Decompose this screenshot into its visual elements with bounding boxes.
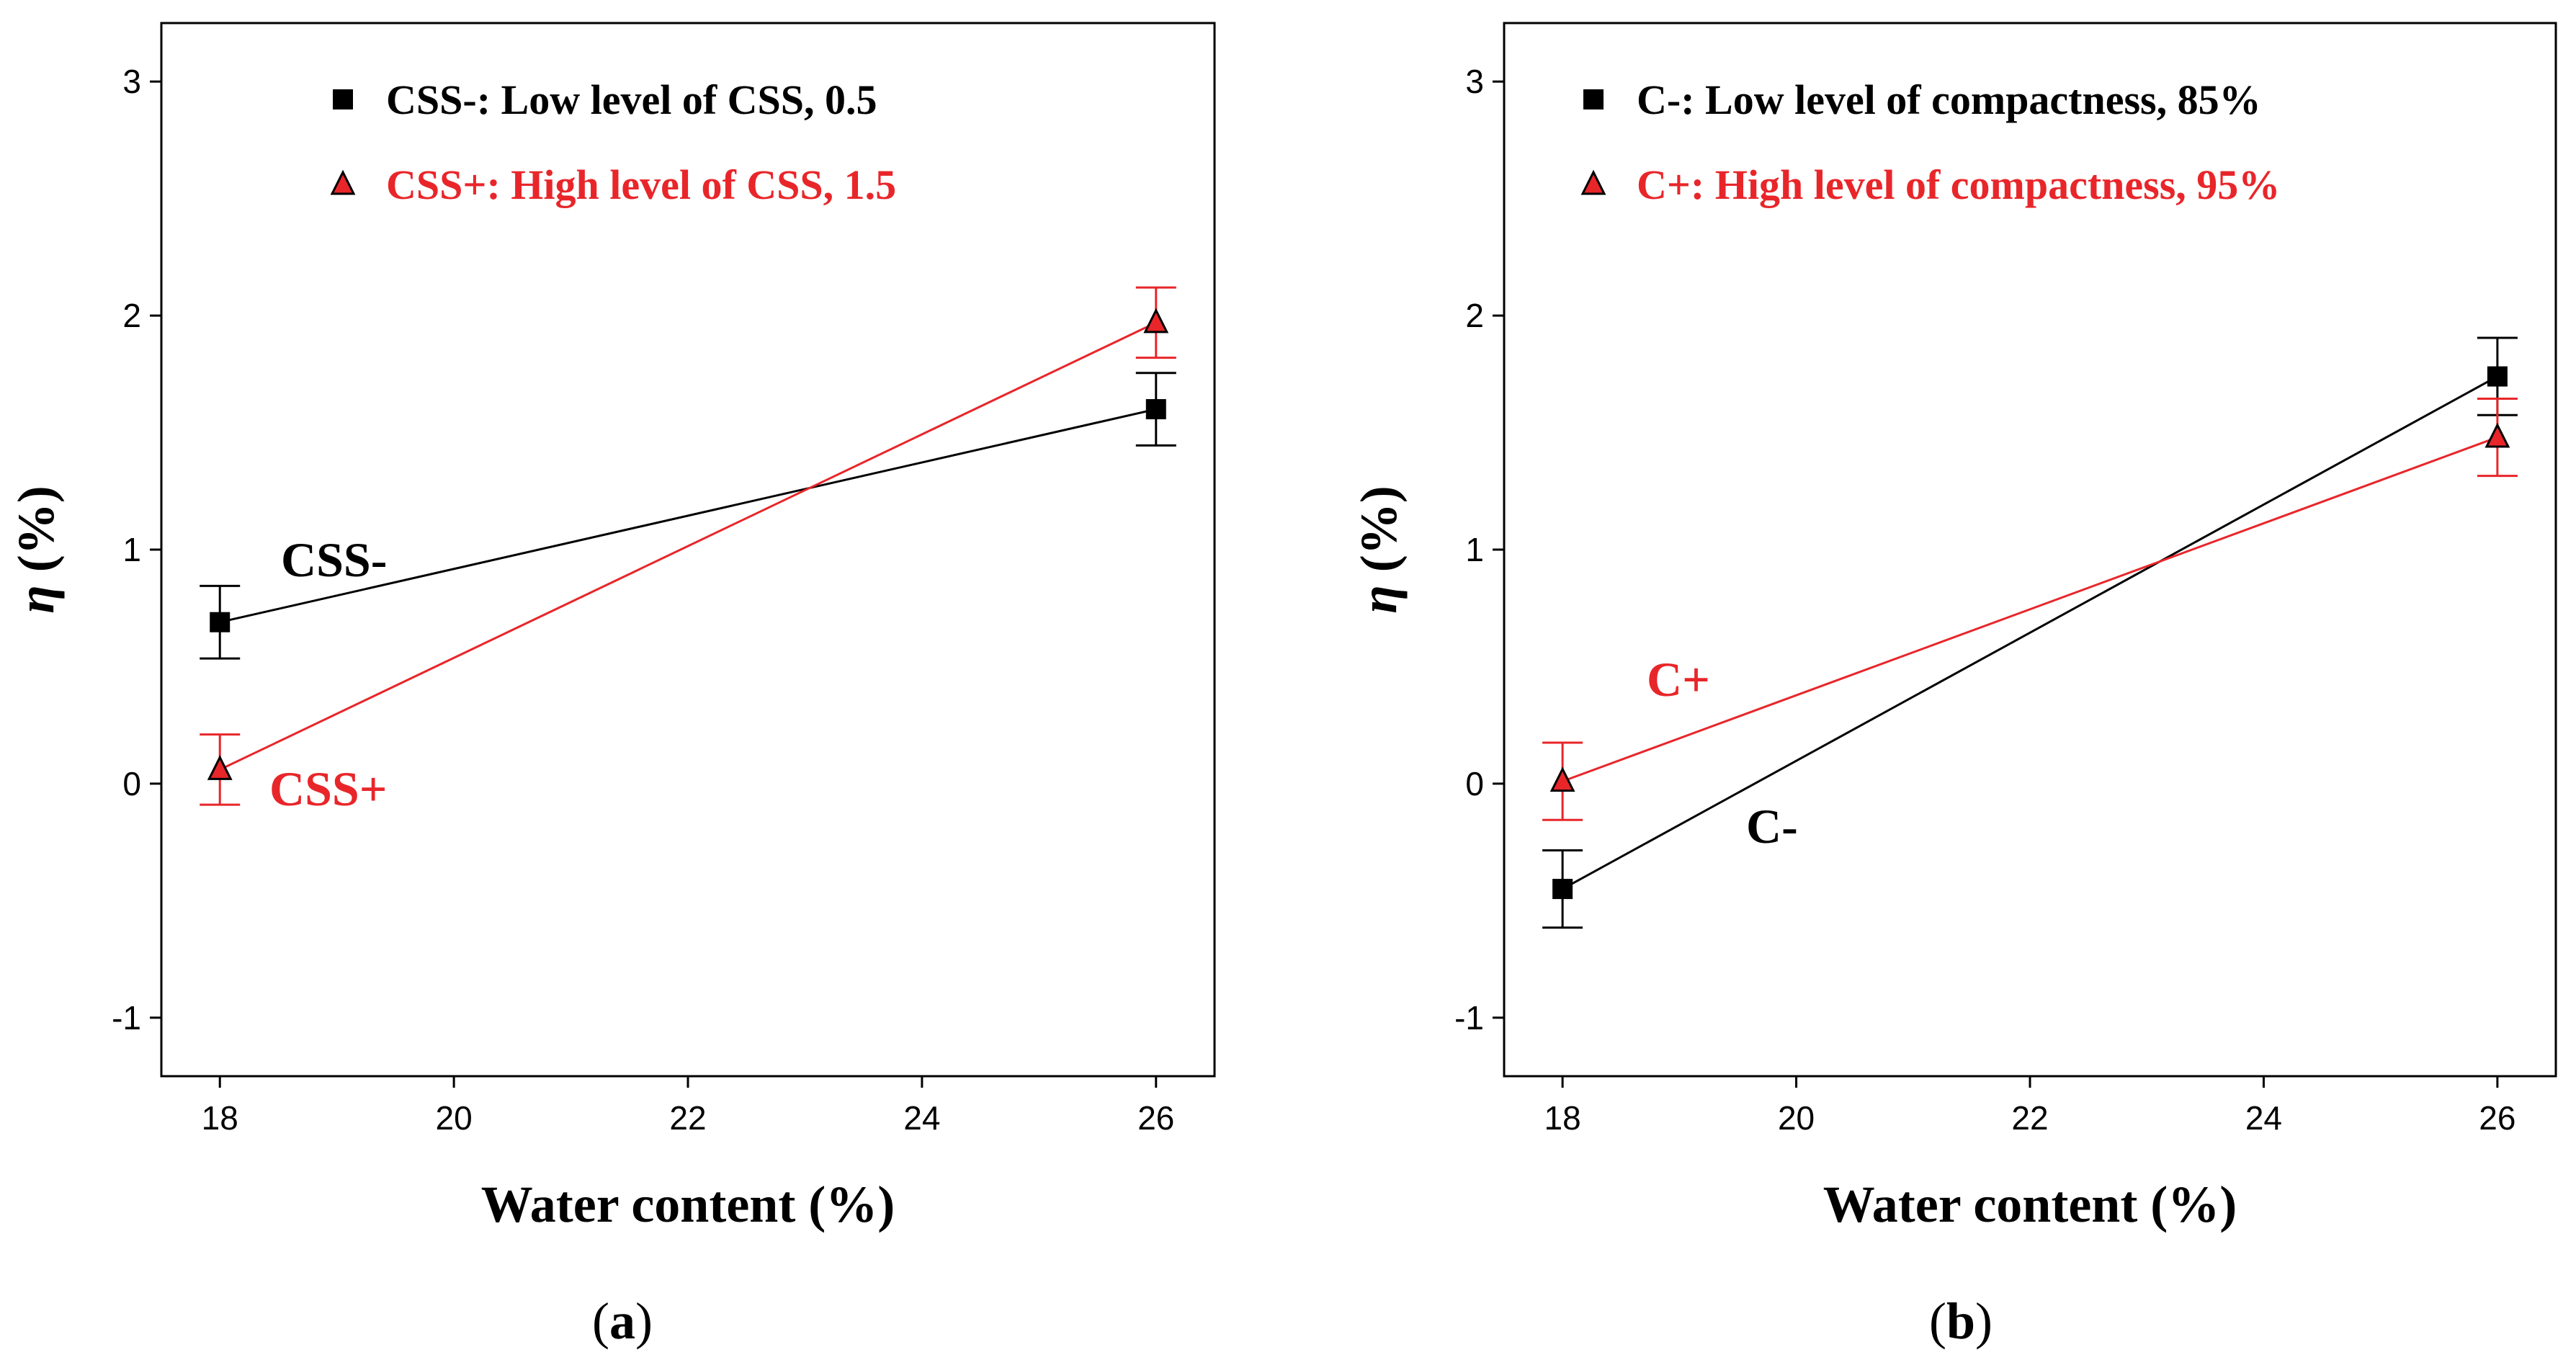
series-line [1562, 436, 2498, 783]
y-tick-label: 3 [122, 63, 141, 100]
data-point-triangle [2485, 422, 2510, 448]
y-tick-label: 3 [1465, 63, 1484, 100]
x-tick-label: 24 [903, 1099, 940, 1137]
data-point-triangle [207, 755, 233, 780]
y-tick-label: 0 [122, 765, 141, 802]
chart-panel-a: -1 0 1 2 3 18 20 22 24 26 Water content (%) η (%) CS… [7, 22, 1216, 1350]
data-point-triangle [1143, 308, 1169, 334]
data-point-square [1552, 879, 1573, 900]
legend-label: CSS+: High level of CSS, 1.5 [386, 161, 896, 208]
legend-entry-C+: C+: High level of compactness, 95% [1580, 161, 2280, 208]
x-tick-label: 20 [1778, 1099, 1815, 1137]
x-tick-label: 24 [2245, 1099, 2282, 1137]
x-tick-label: 22 [2011, 1099, 2048, 1137]
data-point-square [210, 612, 231, 632]
x-tick-label: 18 [1544, 1099, 1581, 1137]
x-tick-label: 26 [2479, 1099, 2515, 1137]
series-CSS- [200, 372, 1176, 660]
legend-entry-CSS-: CSS-: Low level of CSS, 0.5 [333, 76, 877, 123]
x-axis-label: Water content (%) [1823, 1176, 2237, 1233]
legend-entry-C-: C-: Low level of compactness, 85% [1583, 76, 2261, 123]
data-point-triangle [1549, 766, 1575, 792]
legend-square-icon [333, 89, 353, 109]
y-tick-label: 1 [122, 531, 141, 568]
y-axis-label: η (%) [1350, 486, 1408, 613]
chart-panel-b: -1 0 1 2 3 18 20 22 24 26 Water content (%) η (%) C-… [1350, 22, 2557, 1350]
series-line [1562, 375, 2498, 890]
panel-label: (b) [1929, 1292, 1993, 1350]
series-annotation: CSS+ [269, 761, 388, 816]
legend-label: CSS-: Low level of CSS, 0.5 [386, 76, 877, 123]
x-axis-label: Water content (%) [481, 1176, 895, 1233]
x-tick-label: 26 [1137, 1099, 1174, 1137]
data-point-square [1145, 399, 1166, 420]
legend-triangle-icon [330, 169, 356, 195]
legend-triangle-icon [1580, 169, 1606, 195]
y-tick-label: -1 [1454, 999, 1484, 1037]
y-tick-label: -1 [112, 999, 141, 1037]
series-annotation: CSS- [281, 532, 387, 587]
panel-label: (a) [592, 1292, 653, 1350]
y-tick-label: 0 [1465, 765, 1484, 802]
y-tick-label: 1 [1465, 531, 1484, 568]
series-C+ [1542, 397, 2518, 821]
series-line [219, 321, 1157, 771]
legend-label: C-: Low level of compactness, 85% [1637, 76, 2261, 123]
y-axis-label: η (%) [7, 486, 65, 613]
data-point-square [2487, 366, 2508, 387]
series-C- [1542, 336, 2518, 929]
legend-square-icon [1583, 89, 1604, 109]
y-tick-label: 2 [122, 297, 141, 334]
series-CSS+ [200, 286, 1176, 806]
series-annotation: C- [1746, 799, 1798, 854]
y-tick-label: 2 [1465, 297, 1484, 334]
x-tick-label: 22 [669, 1099, 706, 1137]
x-tick-label: 20 [436, 1099, 473, 1137]
legend-label: C+: High level of compactness, 95% [1637, 161, 2280, 208]
series-line [219, 408, 1157, 624]
x-tick-label: 18 [202, 1099, 238, 1137]
legend-entry-CSS+: CSS+: High level of CSS, 1.5 [330, 161, 896, 208]
series-annotation: C+ [1647, 652, 1710, 707]
